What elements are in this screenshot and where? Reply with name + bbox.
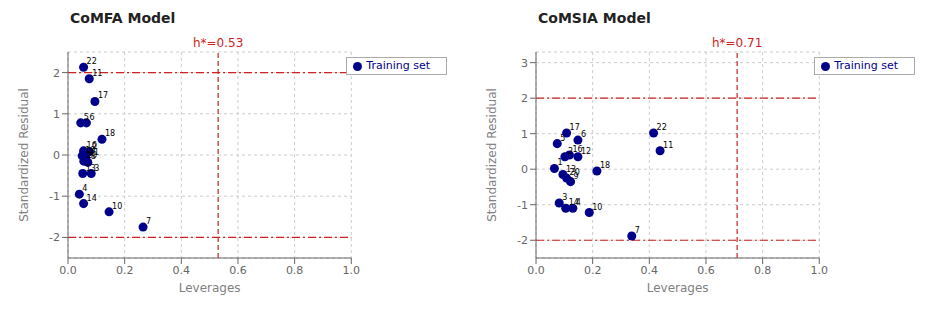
- svg-text:0.4: 0.4: [641, 264, 659, 277]
- svg-text:2: 2: [521, 92, 528, 105]
- svg-text:2: 2: [567, 146, 573, 156]
- html-text:Training set: Training set: [834, 59, 898, 72]
- svg-text:1.0: 1.0: [811, 264, 829, 277]
- svg-text:8: 8: [91, 152, 96, 161]
- svg-text:-1: -1: [49, 190, 60, 203]
- svg-text:0.8: 0.8: [754, 264, 772, 277]
- svg-text:0.4: 0.4: [173, 264, 191, 277]
- svg-text:1: 1: [53, 108, 60, 121]
- svg-text:16: 16: [572, 145, 583, 154]
- svg-text:Leverages: Leverages: [179, 281, 241, 295]
- svg-text:3: 3: [562, 193, 567, 202]
- svg-text:3: 3: [521, 57, 528, 70]
- svg-text:13: 13: [85, 163, 96, 173]
- svg-text:0: 0: [53, 149, 60, 162]
- svg-text:11: 11: [663, 141, 673, 150]
- svg-text:17: 17: [98, 91, 108, 100]
- html-text:CoMSIA Model: CoMSIA Model: [538, 10, 651, 26]
- svg-text:5: 5: [560, 134, 565, 143]
- svg-text:7: 7: [635, 226, 640, 235]
- html-text:CoMFA Model: CoMFA Model: [70, 10, 176, 26]
- svg-text:0.6: 0.6: [229, 264, 247, 277]
- svg-text:1: 1: [521, 128, 528, 141]
- svg-text:22: 22: [87, 57, 97, 66]
- svg-text:4: 4: [82, 184, 87, 193]
- svg-text:0.0: 0.0: [59, 264, 77, 277]
- svg-text:18: 18: [105, 129, 115, 138]
- svg-text:0.2: 0.2: [584, 264, 602, 277]
- svg-text:4: 4: [576, 198, 581, 207]
- svg-text:14: 14: [568, 198, 579, 208]
- svg-text:-1: -1: [517, 199, 528, 212]
- svg-text:17: 17: [570, 123, 580, 132]
- svg-text:0: 0: [521, 163, 528, 176]
- svg-text:7: 7: [146, 217, 151, 226]
- svg-text:Leverages: Leverages: [647, 281, 709, 295]
- svg-text:-2: -2: [49, 231, 60, 244]
- svg-text:0.0: 0.0: [527, 264, 545, 277]
- svg-text:2: 2: [53, 67, 60, 80]
- svg-text:5: 5: [84, 113, 89, 122]
- svg-text:6: 6: [581, 130, 586, 139]
- svg-text:6: 6: [89, 113, 94, 122]
- svg-text:10: 10: [592, 203, 602, 212]
- html-text:Training set: Training set: [366, 59, 430, 72]
- svg-text:h*=0.71: h*=0.71: [712, 36, 762, 50]
- svg-text:0.2: 0.2: [116, 264, 134, 277]
- svg-text:22: 22: [657, 123, 667, 132]
- svg-text:0.6: 0.6: [697, 264, 715, 277]
- svg-text:0.8: 0.8: [286, 264, 304, 277]
- svg-text:Standardized Residual: Standardized Residual: [485, 88, 499, 222]
- svg-text:1: 1: [557, 158, 562, 167]
- svg-text:14: 14: [87, 194, 97, 203]
- svg-text:-2: -2: [517, 234, 528, 247]
- svg-text:3: 3: [94, 164, 99, 173]
- svg-text:18: 18: [600, 161, 610, 170]
- svg-text:9: 9: [574, 172, 579, 181]
- svg-text:h*=0.53: h*=0.53: [193, 36, 243, 50]
- svg-text:1.0: 1.0: [343, 264, 361, 277]
- svg-text:12: 12: [581, 147, 591, 156]
- svg-text:10: 10: [112, 202, 122, 211]
- svg-text:Standardized Residual: Standardized Residual: [17, 88, 31, 222]
- svg-text:11: 11: [92, 69, 102, 78]
